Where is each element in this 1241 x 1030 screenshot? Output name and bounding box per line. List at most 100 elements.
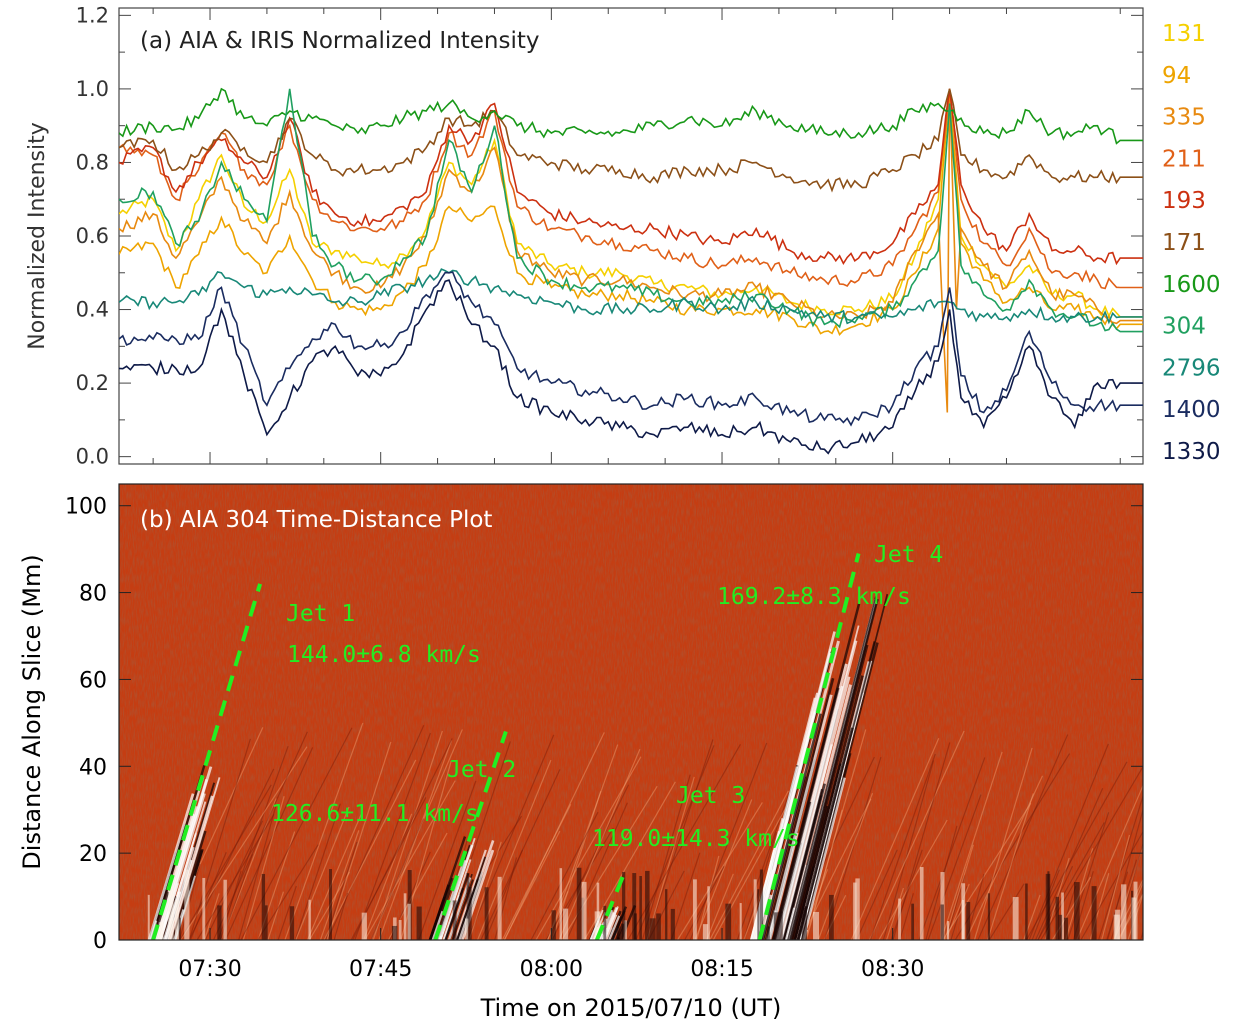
- base-blob: [920, 867, 924, 940]
- jet-speed-3: 119.0±14.3 km/s: [592, 826, 800, 852]
- legend-entry-94: 94: [1162, 63, 1191, 89]
- base-blob: [898, 899, 901, 940]
- panel-a-y-ticks: 0.00.20.40.60.81.01.2: [76, 3, 1143, 468]
- base-blob: [175, 900, 179, 940]
- panel-b-title: (b) AIA 304 Time-Distance Plot: [140, 507, 492, 533]
- a-ytick-label: 0.0: [76, 445, 109, 469]
- base-blob: [693, 879, 697, 940]
- b-ytick-label: 100: [65, 495, 107, 520]
- base-blob: [829, 895, 834, 940]
- base-blob: [159, 922, 164, 940]
- base-blob: [1013, 897, 1019, 940]
- jet-speed-1: 144.0±6.8 km/s: [287, 642, 481, 668]
- base-blob: [1064, 918, 1068, 940]
- base-blob: [1121, 884, 1126, 940]
- base-blob: [725, 904, 731, 940]
- base-blob: [399, 920, 402, 940]
- base-blob: [802, 908, 807, 940]
- base-blob: [941, 904, 944, 940]
- base-blob: [911, 904, 914, 940]
- b-ytick-label: 0: [93, 929, 107, 954]
- base-blob: [853, 883, 856, 940]
- base-blob: [1114, 915, 1120, 940]
- base-blob: [1092, 886, 1097, 940]
- series-line-1330: [119, 280, 1143, 453]
- panel-a-title: (a) AIA & IRIS Normalized Intensity: [140, 28, 539, 54]
- series-line-1600: [119, 89, 1143, 143]
- a-ytick-label: 0.6: [76, 224, 109, 248]
- base-blob: [632, 873, 636, 940]
- a-ytick-label: 1.2: [76, 3, 109, 27]
- b-ytick-label: 20: [79, 842, 107, 867]
- legend-entry-1400: 1400: [1162, 397, 1221, 423]
- base-blob: [1047, 871, 1049, 940]
- base-blob: [778, 912, 782, 940]
- base-blob: [582, 882, 587, 940]
- base-blob: [603, 906, 606, 940]
- legend-entry-171: 171: [1162, 230, 1206, 256]
- b-xtick-label: 08:15: [690, 957, 753, 982]
- base-blob: [671, 909, 675, 940]
- base-blob: [362, 913, 367, 940]
- base-blob: [1058, 915, 1062, 940]
- base-blob: [645, 871, 650, 940]
- base-blob: [656, 913, 661, 940]
- base-blob: [417, 907, 422, 940]
- base-blob: [453, 900, 457, 940]
- base-blob: [498, 877, 502, 940]
- base-blob: [617, 925, 620, 940]
- panel-a-frame: [119, 8, 1143, 464]
- base-blob: [650, 918, 656, 940]
- panel-a: 0.0 0.2 0.4 0.6 0.8 1.0 1.2 (a) AIA & IRIS Nor…: [25, 3, 1221, 468]
- legend-entry-1600: 1600: [1162, 272, 1221, 298]
- base-blob: [703, 924, 708, 940]
- legend-entry-193: 193: [1162, 188, 1206, 214]
- base-blob: [469, 887, 472, 940]
- base-blob: [754, 879, 757, 940]
- heatmap-texture: [119, 484, 1143, 940]
- base-blob: [168, 886, 173, 940]
- base-blob: [290, 906, 294, 940]
- base-blob: [947, 921, 949, 940]
- jet-name-3: Jet 3: [676, 783, 745, 809]
- base-blob: [966, 902, 970, 940]
- a-ytick-label: 1.0: [76, 77, 109, 101]
- legend-entry-131: 131: [1162, 21, 1206, 47]
- series-line-1400: [119, 272, 1143, 425]
- streak: [1141, 743, 1197, 940]
- base-blob: [184, 870, 189, 940]
- base-blob: [577, 868, 582, 940]
- legend-entry-2796: 2796: [1162, 355, 1221, 381]
- base-blob: [404, 893, 407, 940]
- base-blob: [223, 880, 226, 940]
- legend-entry-211: 211: [1162, 146, 1206, 172]
- b-ytick-label: 40: [79, 755, 107, 780]
- b-xtick-label: 08:30: [861, 957, 924, 982]
- panel-b-ylabel: Distance Along Slice (Mm): [18, 554, 46, 869]
- base-blob: [757, 889, 759, 940]
- jet-name-4: Jet 4: [874, 542, 943, 568]
- base-blob: [465, 919, 468, 940]
- base-blob: [988, 893, 990, 940]
- base-blob: [767, 926, 770, 940]
- panel-b: 0 20 40 60 80 100 07:30 07:45 08:00 08:15 08:30 (…: [18, 484, 1196, 1022]
- panel-a-ylabel: Normalized Intensity: [25, 122, 50, 350]
- a-ytick-label: 0.2: [76, 371, 109, 395]
- b-xtick-label: 07:30: [178, 957, 241, 982]
- series-line-2796: [119, 269, 1143, 323]
- base-blob: [265, 905, 268, 940]
- base-blob: [392, 926, 397, 940]
- panel-a-series: [119, 89, 1143, 453]
- jet-speed-4: 169.2±8.3 km/s: [717, 584, 911, 610]
- base-blob: [665, 889, 667, 940]
- base-blob: [262, 874, 265, 940]
- legend-entry-304: 304: [1162, 314, 1206, 340]
- base-blob: [408, 904, 411, 940]
- base-blob: [552, 910, 556, 940]
- legend-entry-1330: 1330: [1162, 439, 1221, 465]
- base-blob: [639, 876, 642, 940]
- b-ytick-label: 80: [79, 582, 107, 607]
- b-xtick-label: 07:45: [349, 957, 412, 982]
- panel-b-xlabel: Time on 2015/07/10 (UT): [480, 994, 782, 1022]
